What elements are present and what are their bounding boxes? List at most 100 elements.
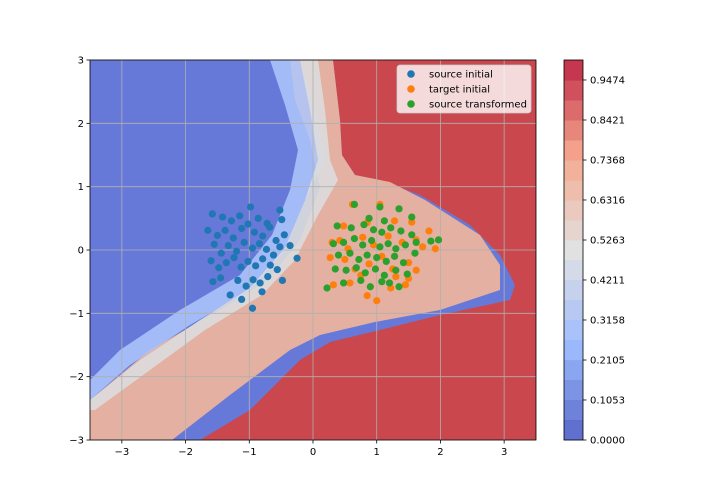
- y-tick-label: −2: [69, 372, 84, 383]
- y-tick-label: 1: [78, 182, 84, 193]
- point-source-initial: [217, 274, 225, 282]
- point-source-transformed: [376, 203, 384, 211]
- point-source-transformed: [378, 228, 386, 236]
- colorbar-band: [564, 200, 583, 221]
- legend-marker-source-transformed: [407, 100, 415, 108]
- colorbar-tick-label: 0.2105: [590, 356, 625, 367]
- point-source-initial: [276, 206, 284, 214]
- point-source-initial: [207, 257, 215, 265]
- colorbar-tick-label: 0.0000: [590, 436, 625, 447]
- point-source-initial: [269, 251, 278, 259]
- point-source-initial: [218, 213, 227, 221]
- point-target-initial: [326, 254, 334, 262]
- point-source-transformed: [392, 266, 400, 274]
- point-source-initial: [237, 263, 245, 271]
- colorbar-ticks: 0.0000 0.1053 0.2105 0.3158 0.4211 0.5263 0.63…: [583, 75, 625, 447]
- x-axis: −3 −2 −1 0 1 2 3: [114, 440, 507, 458]
- point-source-transformed: [323, 284, 331, 292]
- point-source-initial: [276, 243, 284, 251]
- x-tick-label: 1: [374, 447, 380, 458]
- point-source-initial: [224, 241, 232, 250]
- point-source-transformed: [355, 255, 363, 264]
- point-source-transformed: [411, 249, 419, 257]
- colorbar-band: [564, 400, 583, 421]
- legend-marker-target-initial: [407, 85, 415, 93]
- point-source-initial: [238, 224, 246, 233]
- point-target-initial: [390, 217, 399, 225]
- x-tick-label: −3: [114, 447, 129, 458]
- point-target-initial: [359, 233, 367, 241]
- colorbar-band: [564, 420, 583, 441]
- point-source-initial: [240, 238, 248, 246]
- point-source-initial: [266, 261, 274, 269]
- point-source-transformed: [373, 254, 381, 262]
- point-source-initial: [249, 276, 257, 284]
- point-source-initial: [286, 241, 294, 250]
- point-target-initial: [373, 297, 381, 305]
- point-source-initial: [236, 212, 244, 220]
- colorbar-band: [564, 240, 583, 261]
- scatter-points: [204, 200, 443, 312]
- point-source-transformed: [380, 217, 388, 225]
- point-source-transformed: [346, 249, 354, 257]
- colorbar-band: [564, 300, 583, 321]
- colorbar-band: [564, 160, 583, 181]
- y-axis: −3 −2 −1 0 1 2 3: [69, 56, 90, 447]
- y-tick-label: 0: [78, 246, 84, 257]
- point-source-transformed: [384, 240, 392, 248]
- point-source-transformed: [395, 205, 403, 213]
- colorbar-band: [564, 120, 583, 141]
- x-tick-label: 0: [310, 447, 316, 458]
- colorbar-tick-label: 0.5263: [590, 236, 625, 247]
- colorbar-band: [564, 180, 583, 201]
- legend-box: [396, 64, 532, 114]
- point-source-transformed: [334, 251, 343, 259]
- point-source-initial: [264, 273, 272, 281]
- colorbar-tick-label: 0.3158: [590, 315, 625, 326]
- x-tick-label: 2: [437, 447, 443, 458]
- colorbar-bands: [564, 60, 583, 441]
- point-source-transformed: [382, 257, 390, 265]
- point-source-initial: [250, 228, 258, 236]
- point-source-transformed: [401, 241, 409, 249]
- colorbar-tick-label: 0.7368: [590, 156, 625, 167]
- y-tick-label: 2: [78, 119, 84, 130]
- point-source-transformed: [412, 238, 420, 246]
- point-source-initial: [252, 262, 260, 270]
- colorbar-tick-label: 0.1053: [590, 395, 625, 406]
- point-source-transformed: [331, 265, 339, 273]
- colorbar: 0.0000 0.1053 0.2105 0.3158 0.4211 0.5263 0.63…: [563, 59, 625, 447]
- point-source-initial: [256, 279, 264, 287]
- point-source-initial: [255, 240, 264, 248]
- point-target-initial: [363, 292, 371, 300]
- point-target-initial: [431, 245, 439, 253]
- point-target-initial: [346, 279, 354, 287]
- legend: source initial target initial source tra…: [396, 64, 532, 114]
- point-source-initial: [229, 234, 237, 242]
- colorbar-tick-label: 0.8421: [590, 116, 625, 127]
- point-source-initial: [248, 244, 257, 252]
- point-target-initial: [408, 218, 416, 226]
- point-target-initial: [339, 222, 348, 230]
- point-source-transformed: [397, 227, 405, 235]
- legend-label-target-initial: target initial: [429, 85, 490, 96]
- point-source-initial: [244, 220, 252, 228]
- colorbar-band: [564, 220, 583, 241]
- point-source-transformed: [369, 226, 378, 234]
- point-target-initial: [412, 266, 420, 274]
- x-tick-label: −1: [242, 447, 257, 458]
- point-source-transformed: [434, 236, 443, 244]
- point-source-initial: [208, 210, 216, 218]
- point-source-initial: [238, 295, 246, 303]
- y-tick-label: 3: [78, 56, 84, 67]
- point-source-initial: [272, 236, 280, 245]
- legend-label-source-initial: source initial: [429, 70, 493, 81]
- colorbar-band: [564, 60, 583, 81]
- point-source-transformed: [387, 224, 395, 232]
- colorbar-band: [564, 360, 583, 381]
- colorbar-tick-label: 0.4211: [590, 275, 625, 286]
- point-source-initial: [232, 247, 241, 255]
- colorbar-frame: [563, 59, 584, 441]
- legend-label-source-transformed: source transformed: [429, 100, 527, 111]
- point-source-initial: [280, 231, 288, 239]
